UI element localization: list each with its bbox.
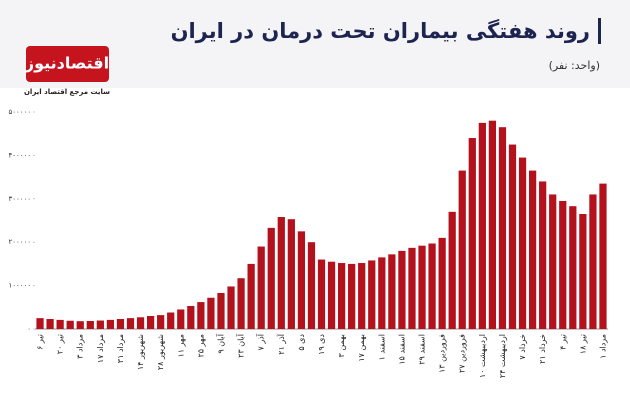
bar	[76, 321, 84, 329]
x-tick-label: ۱۷ بهمن	[357, 334, 366, 362]
x-tick-label: ۱۵ اسفند	[397, 334, 406, 365]
bar	[508, 144, 517, 329]
bar	[207, 297, 215, 329]
bar	[448, 211, 456, 329]
y-tick-label: ۵۰۰۰۰۰	[8, 108, 31, 116]
bar	[589, 194, 597, 329]
bar	[559, 200, 567, 329]
y-tick-label: ۳۰۰۰۰۰	[8, 195, 31, 203]
bar	[337, 263, 346, 329]
bar	[257, 246, 265, 329]
bar	[317, 259, 326, 329]
bar	[157, 315, 165, 329]
bar	[368, 260, 376, 329]
logo-box	[26, 46, 109, 82]
x-tick-label: ۲۳ آبان	[236, 333, 246, 358]
bar	[217, 292, 225, 329]
bar	[56, 319, 64, 329]
x-tick-label: ۱ اسفند	[377, 334, 386, 360]
bar	[569, 206, 577, 329]
bar	[398, 250, 406, 329]
x-tick-label: ۱۹ دی	[317, 334, 326, 355]
bar	[136, 317, 145, 329]
x-tick-label: ۲۸ شهریور	[156, 334, 165, 370]
bar	[227, 286, 235, 329]
x-tick-label: ۱۰ اردیبهشت	[478, 334, 487, 378]
x-tick-label: ۲۰ تیر	[56, 334, 65, 354]
y-tick-label: ۴۰۰۰۰۰	[8, 151, 31, 159]
bar	[106, 319, 115, 329]
x-tick-label: ۴ تیر	[558, 334, 567, 350]
bar	[116, 319, 125, 329]
bar	[348, 263, 356, 329]
x-tick-label: ۲۷ فروردین	[458, 334, 467, 373]
bar	[579, 213, 587, 329]
x-tick-label: ۱ مرداد	[598, 334, 607, 359]
bar	[287, 219, 295, 329]
x-tick-label: ۲۴ اردیبهشت	[498, 334, 507, 378]
bar	[247, 263, 255, 329]
x-tick-label: ۲۱ آذر	[276, 333, 286, 355]
x-tick-label: ۱۸ تیر	[578, 334, 587, 354]
bar	[478, 122, 486, 329]
title-bar	[598, 18, 601, 44]
bar	[539, 181, 547, 329]
x-tick-label: ۲۵ مهر	[196, 334, 205, 358]
x-tick-label: ۳۱ مرداد	[116, 334, 125, 363]
x-tick-label: ۲۱ خرداد	[538, 334, 547, 364]
bar	[408, 247, 416, 329]
bar	[388, 254, 396, 329]
bar	[468, 138, 476, 329]
y-tick-label: ۲۰۰۰۰۰	[8, 238, 31, 246]
bar	[438, 237, 446, 329]
bar	[237, 278, 245, 329]
bar	[518, 157, 527, 329]
y-tick-label: ۱۰۰۰۰۰	[8, 282, 31, 290]
bar	[146, 315, 155, 329]
bar	[488, 120, 497, 330]
bar	[126, 318, 135, 329]
bar	[66, 320, 74, 329]
bar	[86, 320, 94, 329]
logo: اقتصادنیوز	[24, 54, 109, 73]
bar	[327, 261, 336, 329]
x-tick-label: ۹ آبان	[215, 333, 225, 353]
bar	[177, 309, 185, 329]
x-tick-label: ۳ بهمن	[337, 334, 346, 357]
x-tick-label: ۱۷ مرداد	[96, 334, 105, 363]
x-tick-label: ۱۴ شهریور	[136, 334, 145, 370]
x-tick-label: ۷ خرداد	[518, 334, 527, 360]
bar	[428, 243, 436, 329]
bar	[297, 231, 306, 329]
x-tick-label: ۷ آذر	[256, 333, 266, 350]
y-tick-label: ۰	[27, 325, 31, 333]
bar	[378, 257, 386, 329]
bar	[458, 170, 466, 329]
bar	[197, 302, 205, 329]
bar	[96, 320, 104, 329]
bar	[307, 242, 316, 329]
bar	[498, 127, 507, 329]
x-tick-label: ۳ مرداد	[76, 334, 85, 359]
x-tick-label: ۵ دی	[297, 334, 306, 351]
bar	[267, 227, 275, 329]
bar	[187, 305, 195, 329]
bar	[36, 318, 44, 329]
chart-title: روند هفتگی بیماران تحت درمان در ایران	[171, 18, 590, 43]
x-tick-label: ۲۹ اسفند	[418, 334, 427, 365]
tagline: سایت مرجع اقتصاد ایران	[24, 88, 110, 96]
bar	[167, 312, 175, 329]
x-tick-label: ۱۱ مهر	[176, 334, 185, 358]
bar	[418, 245, 426, 329]
bar	[599, 183, 607, 329]
bar	[46, 319, 54, 329]
x-tick-label: ۶ تیر	[36, 334, 45, 350]
bar	[549, 194, 557, 329]
chart-subtitle: (واحد: نفر)	[549, 59, 600, 72]
x-tick-label: ۱۳ فروردین	[438, 334, 447, 373]
bar	[358, 263, 366, 329]
bar	[528, 170, 537, 329]
bar	[277, 217, 285, 329]
